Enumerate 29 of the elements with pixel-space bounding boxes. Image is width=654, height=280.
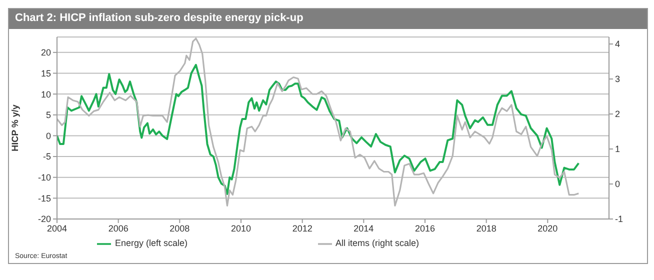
y-tick-label: -15 <box>38 193 51 204</box>
line-series <box>57 64 580 196</box>
y2-tick-label: -1 <box>615 214 624 224</box>
y-tick-label: -20 <box>38 214 51 224</box>
x-tick-label: 2018 <box>476 223 496 234</box>
x-tick-label: 2006 <box>108 223 128 234</box>
y2-tick-label: 3 <box>615 74 620 84</box>
x-tick-label: 2020 <box>538 223 558 234</box>
y-tick-label: 20 <box>40 48 51 58</box>
legend-label: Energy (left scale) <box>114 238 188 248</box>
legend-label: All items (right scale) <box>336 238 420 248</box>
y-tick-label: 15 <box>40 68 51 78</box>
y-tick-label: 5 <box>46 110 51 120</box>
x-tick-label: 2008 <box>170 223 190 234</box>
y2-tick-label: 4 <box>615 39 620 50</box>
x-tick-label: 2012 <box>292 223 312 234</box>
y2-tick-label: 1 <box>615 144 620 154</box>
y-tick-label: 10 <box>40 89 51 100</box>
y2-tick-label: 2 <box>615 109 620 120</box>
x-tick-label: 2010 <box>230 223 252 234</box>
y-tick-label: 0 <box>46 130 51 141</box>
y-tick-label: -5 <box>42 152 51 162</box>
y-axis-title: HICP % y/y <box>10 104 20 152</box>
x-tick-label: 2014 <box>354 223 374 234</box>
x-tick-label: 2004 <box>46 223 68 234</box>
chart-title: Chart 2: HICP inflation sub-zero despite energy pick-up <box>9 9 647 29</box>
x-tick-label: 2016 <box>414 223 436 234</box>
y-tick-label: -10 <box>38 172 51 183</box>
y2-tick-label: 0 <box>615 179 620 190</box>
